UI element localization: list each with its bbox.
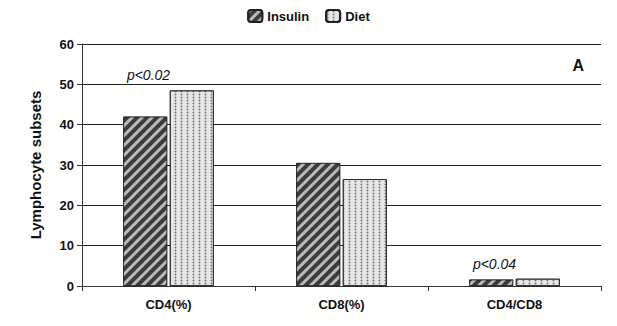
- svg-text:20: 20: [60, 198, 74, 213]
- svg-text:30: 30: [60, 158, 74, 173]
- svg-text:p<0.04: p<0.04: [472, 256, 516, 272]
- svg-text:CD8(%): CD8(%): [318, 297, 364, 312]
- svg-text:0: 0: [67, 279, 74, 294]
- svg-text:CD4(%): CD4(%): [145, 297, 191, 312]
- svg-text:CD4/CD8: CD4/CD8: [487, 297, 543, 312]
- svg-text:p<0.02: p<0.02: [126, 67, 170, 83]
- svg-text:60: 60: [60, 37, 74, 52]
- svg-text:Lymphocyte subsets: Lymphocyte subsets: [27, 91, 44, 240]
- svg-text:40: 40: [60, 117, 74, 132]
- svg-text:A: A: [572, 57, 584, 74]
- svg-text:Insulin: Insulin: [267, 9, 309, 24]
- svg-text:10: 10: [60, 238, 74, 253]
- svg-text:Diet: Diet: [345, 9, 370, 24]
- svg-text:50: 50: [60, 77, 74, 92]
